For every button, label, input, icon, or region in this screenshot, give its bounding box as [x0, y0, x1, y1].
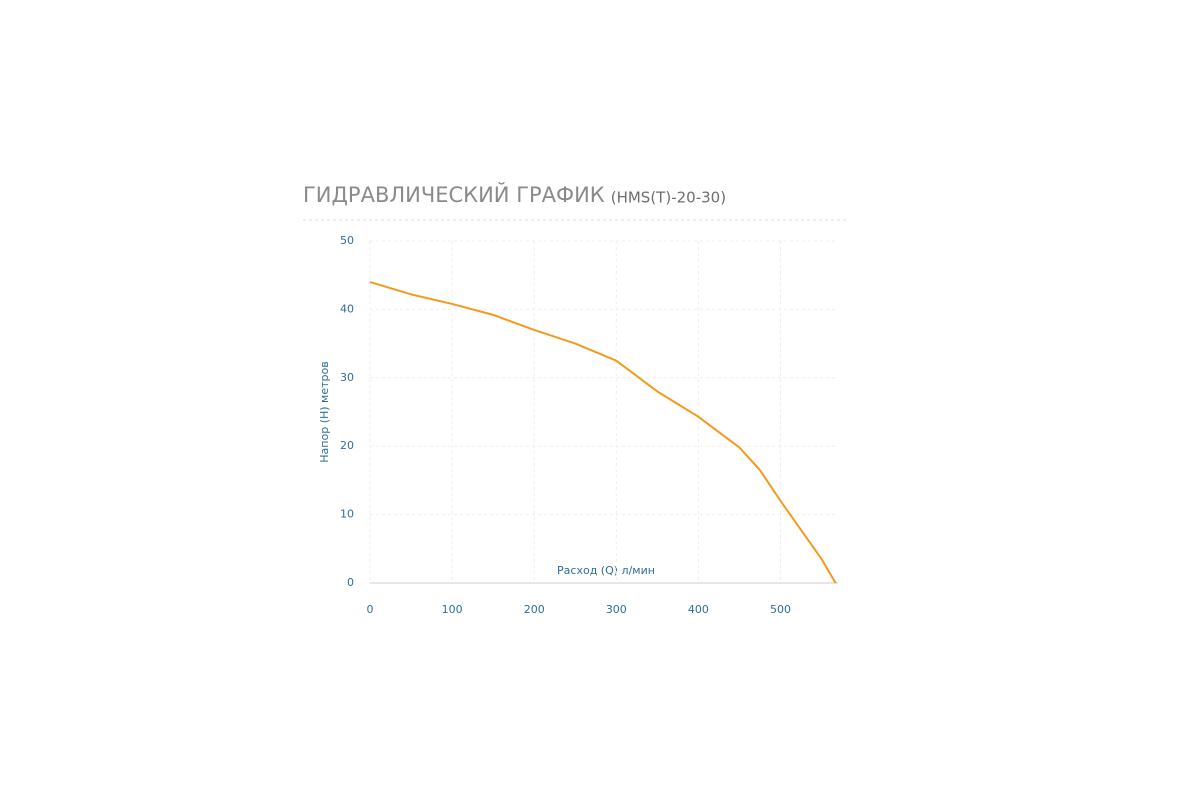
x-tick-label: 100 [442, 603, 463, 616]
chart-subtitle: (HMS(T)-20-30) [611, 189, 726, 207]
y-tick-label: 40 [340, 302, 354, 315]
y-tick-label: 30 [340, 371, 354, 384]
y-axis-label: Напор (H) метров [318, 361, 331, 462]
x-tick-label: 0 [367, 603, 374, 616]
x-axis-label: Расход (Q) л/мин [557, 564, 655, 577]
x-tick-label: 500 [770, 603, 791, 616]
chart-title: ГИДРАВЛИЧЕСКИЙ ГРАФИК [303, 182, 605, 207]
curve [369, 281, 837, 584]
y-tick-label: 20 [340, 439, 354, 452]
y-tick-label: 0 [347, 576, 354, 589]
x-tick-label: 300 [606, 603, 627, 616]
x-tick-label: 400 [688, 603, 709, 616]
y-tick-label: 10 [340, 508, 354, 521]
x-tick-label: 200 [524, 603, 545, 616]
y-tick-label: 50 [340, 234, 354, 247]
